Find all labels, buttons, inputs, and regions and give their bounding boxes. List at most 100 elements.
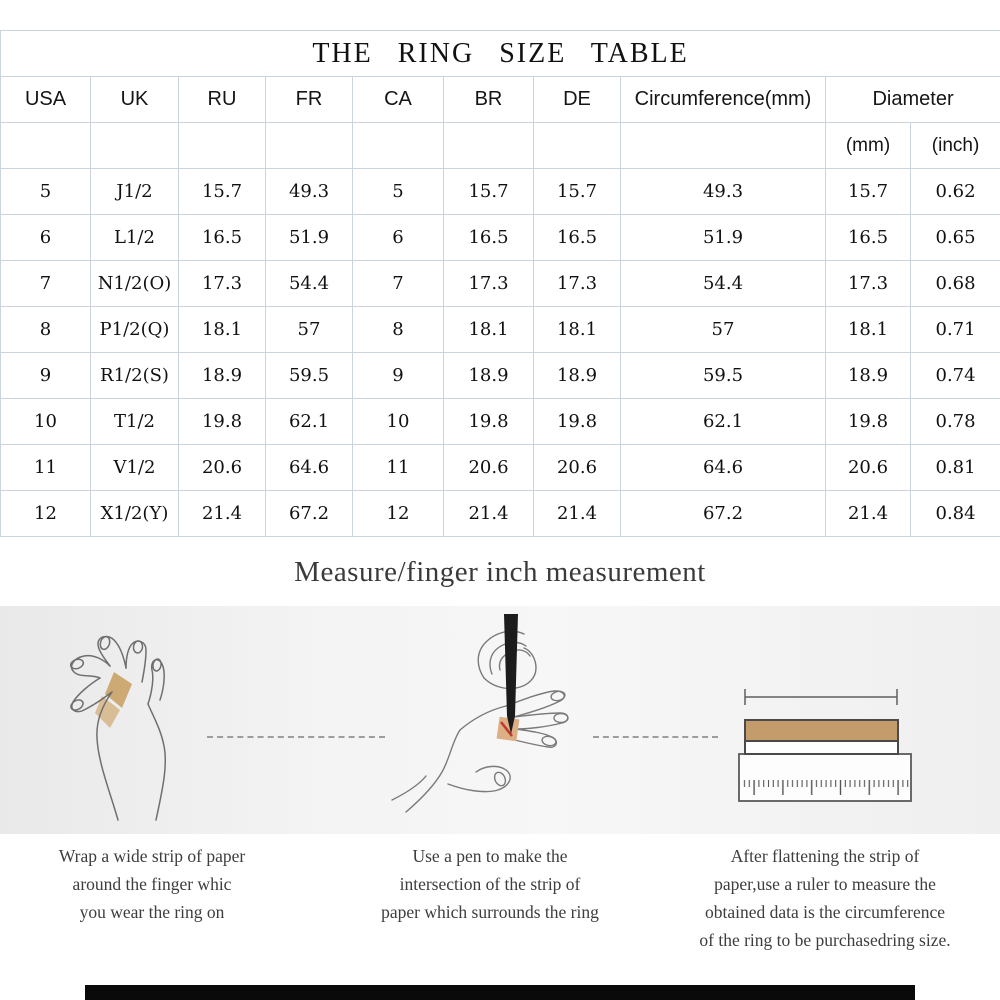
- size-cell: 54.4: [265, 260, 353, 307]
- table-header-row: USA UK RU FR CA BR DE Circumference(mm) …: [0, 76, 1000, 123]
- size-cell: 67.2: [620, 490, 826, 537]
- size-cell: N1/2(O): [90, 260, 179, 307]
- size-cell: 57: [620, 306, 826, 353]
- empty-cell: [443, 122, 534, 169]
- size-row: 5 J1/2 15.7 49.3 5 15.7 15.7 49.3 15.7 0.62: [0, 168, 1000, 215]
- size-cell: 10: [352, 398, 444, 445]
- size-cell: 10: [0, 398, 91, 445]
- caption-line: around the finger whic: [72, 874, 232, 894]
- size-cell: 19.8: [443, 398, 534, 445]
- size-cell: 18.1: [178, 306, 266, 353]
- size-row: 9 R1/2(S) 18.9 59.5 9 18.9 18.9 59.5 18.9 0.74: [0, 352, 1000, 399]
- col-header-br: BR: [443, 76, 534, 123]
- col-header-ca: CA: [352, 76, 444, 123]
- size-row: 6 L1/2 16.5 51.9 6 16.5 16.5 51.9 16.5 0.65: [0, 214, 1000, 261]
- col-header-uk: UK: [90, 76, 179, 123]
- empty-cell: [620, 122, 826, 169]
- size-cell: 0.81: [909, 444, 1000, 491]
- size-cell: 20.6: [825, 444, 911, 491]
- size-cell: 17.3: [178, 260, 266, 307]
- size-cell: 59.5: [620, 352, 826, 399]
- size-cell: 16.5: [178, 214, 266, 261]
- section-heading: Measure/finger inch measurement: [294, 556, 706, 588]
- ring-size-table: THE RING SIZE TABLE USA UK RU FR CA BR D…: [0, 30, 1000, 537]
- size-cell: 9: [0, 352, 91, 399]
- size-cell: 6: [352, 214, 444, 261]
- size-cell: 0.84: [909, 490, 1000, 537]
- size-cell: 0.68: [909, 260, 1000, 307]
- size-table-body: 5 J1/2 15.7 49.3 5 15.7 15.7 49.3 15.7 0.62 6 L1/2 1…: [0, 168, 1000, 537]
- size-cell: 16.5: [533, 214, 621, 261]
- empty-cell: [0, 122, 91, 169]
- col-header-fr: FR: [265, 76, 353, 123]
- empty-cell: [90, 122, 179, 169]
- bottom-bar: [85, 985, 915, 1000]
- size-row: 7 N1/2(O) 17.3 54.4 7 17.3 17.3 54.4 17.3 0.68: [0, 260, 1000, 307]
- empty-cell: [533, 122, 621, 169]
- size-cell: 54.4: [620, 260, 826, 307]
- size-cell: 8: [0, 306, 91, 353]
- caption-line: Use a pen to make the: [412, 846, 568, 866]
- subcol-header-inch: (inch): [909, 122, 1000, 169]
- size-cell: 11: [0, 444, 91, 491]
- size-cell: 49.3: [620, 168, 826, 215]
- dashed-separator: [207, 736, 385, 738]
- size-cell: 21.4: [443, 490, 534, 537]
- size-cell: T1/2: [90, 398, 179, 445]
- ruler-measuring-strip-icon: [738, 689, 912, 802]
- step-caption-wrap-paper: Wrap a wide strip of paper around the fi…: [2, 842, 302, 926]
- size-cell: R1/2(S): [90, 352, 179, 399]
- size-cell: 7: [352, 260, 444, 307]
- caption-line: intersection of the strip of: [399, 874, 581, 894]
- size-cell: 0.65: [909, 214, 1000, 261]
- size-cell: 18.1: [533, 306, 621, 353]
- dashed-separator: [593, 736, 718, 738]
- size-cell: 15.7: [533, 168, 621, 215]
- col-header-ru: RU: [178, 76, 266, 123]
- col-header-diameter: Diameter: [824, 76, 1000, 123]
- size-row: 11 V1/2 20.6 64.6 11 20.6 20.6 64.6 20.6 0.81: [0, 444, 1000, 491]
- caption-line: paper which surrounds the ring: [381, 902, 599, 922]
- size-cell: 64.6: [620, 444, 826, 491]
- size-cell: J1/2: [90, 168, 179, 215]
- size-cell: 6: [0, 214, 91, 261]
- size-row: 8 P1/2(Q) 18.1 57 8 18.1 18.1 57 18.1 0.71: [0, 306, 1000, 353]
- size-cell: 18.9: [825, 352, 911, 399]
- size-cell: 17.3: [443, 260, 534, 307]
- size-cell: 21.4: [178, 490, 266, 537]
- size-cell: 0.71: [909, 306, 1000, 353]
- size-row: 10 T1/2 19.8 62.1 10 19.8 19.8 62.1 19.8 0.78: [0, 398, 1000, 445]
- size-cell: 49.3: [265, 168, 353, 215]
- size-cell: 19.8: [533, 398, 621, 445]
- size-cell: P1/2(Q): [90, 306, 179, 353]
- size-cell: 15.7: [443, 168, 534, 215]
- size-cell: 67.2: [265, 490, 353, 537]
- size-cell: 8: [352, 306, 444, 353]
- size-cell: X1/2(Y): [90, 490, 179, 537]
- caption-line: of the ring to be purchasedring size.: [699, 930, 951, 950]
- empty-cell: [178, 122, 266, 169]
- size-cell: 7: [0, 260, 91, 307]
- size-cell: 19.8: [178, 398, 266, 445]
- caption-line: Wrap a wide strip of paper: [58, 846, 246, 866]
- caption-line: paper,use a ruler to measure the: [714, 874, 936, 894]
- size-cell: 18.9: [443, 352, 534, 399]
- size-cell: 57: [265, 306, 353, 353]
- size-cell: 18.1: [825, 306, 911, 353]
- size-cell: 16.5: [825, 214, 911, 261]
- size-cell: 18.1: [443, 306, 534, 353]
- subcol-header-mm: (mm): [825, 122, 911, 169]
- size-row: 12 X1/2(Y) 21.4 67.2 12 21.4 21.4 67.2 21.4 0.84: [0, 490, 1000, 537]
- size-cell: 17.3: [825, 260, 911, 307]
- size-cell: 0.62: [909, 168, 1000, 215]
- table-subheader-row: (mm) (inch): [0, 122, 1000, 169]
- size-cell: V1/2: [90, 444, 179, 491]
- size-cell: 17.3: [533, 260, 621, 307]
- size-cell: 12: [0, 490, 91, 537]
- caption-line: obtained data is the circumference: [704, 902, 946, 922]
- size-cell: 5: [352, 168, 444, 215]
- size-cell: 18.9: [178, 352, 266, 399]
- size-cell: L1/2: [90, 214, 179, 261]
- size-cell: 20.6: [443, 444, 534, 491]
- hand-marking-with-pen-icon: [391, 614, 569, 813]
